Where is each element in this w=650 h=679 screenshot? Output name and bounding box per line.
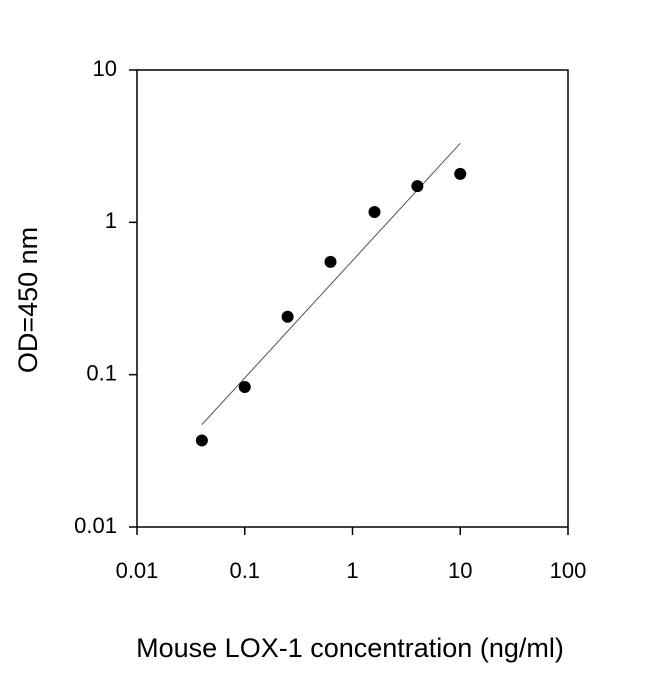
data-point bbox=[411, 180, 424, 193]
data-point bbox=[238, 380, 251, 393]
data-point bbox=[368, 205, 381, 218]
x-tick-label: 0.1 bbox=[229, 558, 260, 583]
x-tick-label: 1 bbox=[346, 558, 358, 583]
x-tick-label: 10 bbox=[448, 558, 472, 583]
y-tick-label: 0.1 bbox=[86, 360, 117, 385]
data-point bbox=[454, 167, 467, 180]
data-point bbox=[324, 255, 337, 268]
x-axis-label: Mouse LOX-1 concentration (ng/ml) bbox=[136, 633, 564, 663]
y-tick-label: 1 bbox=[105, 208, 117, 233]
y-tick-label: 10 bbox=[93, 56, 117, 81]
data-point bbox=[281, 310, 294, 323]
x-tick-label: 100 bbox=[550, 558, 587, 583]
x-tick-label: 0.01 bbox=[116, 558, 159, 583]
data-point bbox=[195, 434, 208, 447]
y-tick-label: 0.01 bbox=[74, 513, 117, 538]
y-axis-label: OD=450 nm bbox=[13, 227, 43, 373]
plot-frame bbox=[136, 69, 569, 528]
